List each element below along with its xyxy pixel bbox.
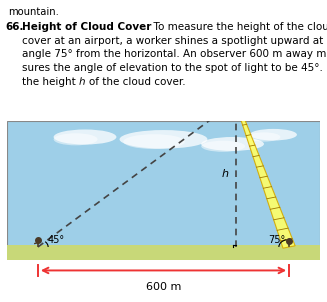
Ellipse shape [54,133,97,145]
Ellipse shape [54,130,116,145]
Ellipse shape [123,134,185,149]
Text: cover at an airport, a worker shines a spotlight upward at an: cover at an airport, a worker shines a s… [22,36,327,46]
Text: 75°: 75° [269,235,286,245]
Text: mountain.: mountain. [8,7,59,17]
Ellipse shape [201,141,245,152]
Ellipse shape [248,132,281,142]
Ellipse shape [201,137,264,151]
Text: 600 m: 600 m [146,282,181,292]
Ellipse shape [250,129,297,140]
Bar [7,245,320,260]
Text: h: h [222,169,229,179]
Text: sures the angle of elevation to the spot of light to be 45°. Find: sures the angle of elevation to the spot… [22,63,327,73]
Text: To measure the height of the cloud: To measure the height of the cloud [147,22,327,32]
Text: Height of Cloud Cover: Height of Cloud Cover [22,22,151,32]
Text: angle 75° from the horizontal. An observer 600 m away mea-: angle 75° from the horizontal. An observ… [22,49,327,59]
Text: the height ℎ of the cloud cover.: the height ℎ of the cloud cover. [22,76,186,86]
Text: 66.: 66. [5,22,24,32]
Ellipse shape [120,130,207,149]
Polygon shape [235,101,295,248]
Text: 45°: 45° [47,235,64,245]
